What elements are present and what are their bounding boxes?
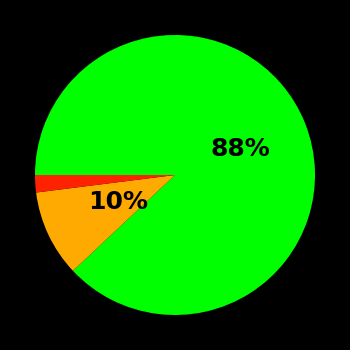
Text: 10%: 10% — [88, 190, 148, 214]
Text: 88%: 88% — [210, 137, 270, 161]
Wedge shape — [35, 35, 315, 315]
Wedge shape — [36, 175, 175, 271]
Wedge shape — [35, 175, 175, 192]
